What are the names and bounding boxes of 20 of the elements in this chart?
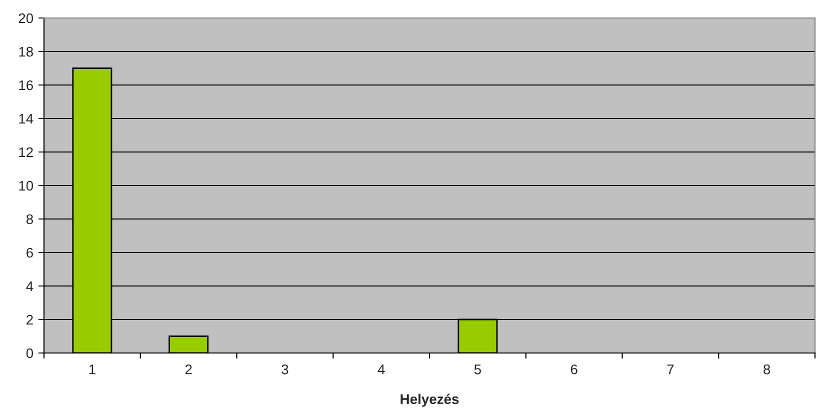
y-tick-label: 6 xyxy=(26,248,33,258)
x-tick-label: 3 xyxy=(282,364,288,374)
x-tick-label: 2 xyxy=(185,364,192,374)
y-tick-label: 10 xyxy=(19,180,34,191)
x-tick-label: 7 xyxy=(667,364,674,374)
y-tick-label: 20 xyxy=(18,13,34,24)
x-tick-label: 6 xyxy=(570,364,578,374)
x-axis-title: Helyezés xyxy=(400,394,459,407)
x-tick-label: 4 xyxy=(378,364,385,374)
y-tick-label: 4 xyxy=(26,281,34,292)
y-tick-label: 2 xyxy=(26,314,33,325)
y-tick-label: 14 xyxy=(19,114,34,124)
y-tick-label: 12 xyxy=(19,147,33,158)
y-tick-label: 8 xyxy=(26,214,33,224)
x-tick-label: 8 xyxy=(764,364,770,374)
x-tick-label: 5 xyxy=(474,364,481,374)
y-tick-label: 18 xyxy=(19,46,33,57)
x-tick-label: 1 xyxy=(89,364,96,374)
y-tick-label: 16 xyxy=(19,80,33,90)
y-tick-label: 0 xyxy=(26,348,34,358)
